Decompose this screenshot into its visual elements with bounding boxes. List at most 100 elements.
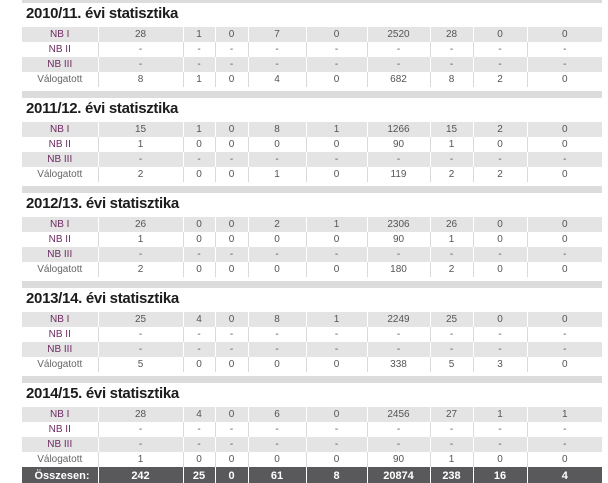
- league-link[interactable]: NB III: [47, 439, 73, 450]
- stat-cell: -: [367, 42, 431, 57]
- stat-cell: -: [215, 342, 249, 357]
- stat-cell: 0: [215, 217, 249, 232]
- league-link[interactable]: NB III: [47, 344, 73, 355]
- stat-cell: 0: [215, 137, 249, 152]
- stat-cell: 2: [473, 122, 528, 137]
- stat-cell: 0: [527, 167, 602, 182]
- stat-cell: 0: [527, 262, 602, 277]
- stat-cell: 26: [430, 217, 474, 232]
- stat-cell: 0: [306, 232, 368, 247]
- stat-cell: 8: [248, 312, 307, 327]
- row-label-cell: NB III: [22, 247, 99, 262]
- total-stat-cell: 25: [183, 467, 216, 483]
- stat-cell: -: [98, 422, 184, 437]
- league-link[interactable]: NB I: [50, 124, 70, 135]
- row-label-cell: Válogatott: [22, 167, 99, 182]
- stat-cell: 1: [430, 232, 474, 247]
- stat-cell: 0: [215, 232, 249, 247]
- league-link[interactable]: NB II: [48, 44, 71, 55]
- league-link[interactable]: NB I: [50, 29, 70, 40]
- stat-cell: -: [473, 42, 528, 57]
- stat-cell: -: [430, 342, 474, 357]
- league-link[interactable]: NB III: [47, 59, 73, 70]
- stat-cell: -: [473, 152, 528, 167]
- stat-cell: -: [367, 152, 431, 167]
- league-link[interactable]: NB I: [50, 409, 70, 420]
- total-stat-cell: 0: [215, 467, 249, 483]
- stat-cell: 2456: [367, 407, 431, 422]
- stat-cell: -: [248, 342, 307, 357]
- stat-cell: 0: [527, 122, 602, 137]
- league-link[interactable]: NB III: [47, 154, 73, 165]
- row-label-cell: Válogatott: [22, 72, 99, 87]
- stat-cell: 0: [527, 27, 602, 42]
- row-label: Válogatott: [37, 74, 83, 85]
- stat-cell: 0: [183, 452, 216, 467]
- row-label-cell: NB II: [22, 42, 99, 57]
- stat-cell: 5: [98, 357, 184, 372]
- league-link[interactable]: NB II: [48, 329, 71, 340]
- table-row: Válogatott 8 1 0 4 0 682 8 2 0: [22, 72, 602, 87]
- stat-cell: -: [527, 247, 602, 262]
- row-label-cell: NB III: [22, 342, 99, 357]
- row-label-cell: Válogatott: [22, 452, 99, 467]
- table-row: NB III - - - - - - - - -: [22, 247, 602, 262]
- row-label-cell: NB I: [22, 312, 99, 327]
- stat-cell: -: [527, 42, 602, 57]
- row-label-cell: NB I: [22, 27, 99, 42]
- table-row: NB III - - - - - - - - -: [22, 437, 602, 452]
- stat-cell: -: [248, 57, 307, 72]
- league-link[interactable]: NB I: [50, 314, 70, 325]
- stat-cell: -: [527, 152, 602, 167]
- stat-cell: -: [98, 327, 184, 342]
- section-title: 2014/15. évi statisztika: [26, 385, 179, 402]
- stat-cell: -: [183, 42, 216, 57]
- stat-cell: 8: [98, 72, 184, 87]
- stat-cell: 1: [306, 312, 368, 327]
- stat-cell: -: [306, 247, 368, 262]
- stat-cell: 1: [98, 137, 184, 152]
- stat-cell: 0: [183, 167, 216, 182]
- season-section: 2012/13. évi statisztika NB I 26 0 0 2 1 2306 26…: [22, 186, 602, 277]
- stat-cell: 0: [183, 262, 216, 277]
- total-stat-cell: 238: [430, 467, 474, 483]
- table-row: NB I 28 4 0 6 0 2456 27 1 1: [22, 407, 602, 422]
- stat-cell: -: [215, 437, 249, 452]
- section-title: 2012/13. évi statisztika: [26, 195, 179, 212]
- row-label-cell: NB I: [22, 217, 99, 232]
- stat-cell: -: [98, 57, 184, 72]
- row-label-cell: NB II: [22, 422, 99, 437]
- stat-cell: 28: [430, 27, 474, 42]
- section-title: 2010/11. évi statisztika: [26, 5, 179, 22]
- section-divider: [22, 0, 602, 3]
- section-title: 2011/12. évi statisztika: [26, 100, 179, 117]
- stat-cell: 0: [306, 357, 368, 372]
- stat-cell: 8: [248, 122, 307, 137]
- stat-cell: -: [248, 247, 307, 262]
- league-link[interactable]: NB II: [48, 424, 71, 435]
- total-stat-cell: 8: [306, 467, 368, 483]
- stat-cell: -: [183, 247, 216, 262]
- row-label: Válogatott: [37, 454, 83, 465]
- stat-cell: 682: [367, 72, 431, 87]
- table-row: NB II - - - - - - - - -: [22, 327, 602, 342]
- stat-cell: -: [306, 327, 368, 342]
- stat-cell: 1: [430, 452, 474, 467]
- stat-cell: -: [473, 57, 528, 72]
- stat-cell: 0: [248, 262, 307, 277]
- league-link[interactable]: NB I: [50, 219, 70, 230]
- table-row: NB I 25 4 0 8 1 2249 25 0 0: [22, 312, 602, 327]
- section-divider: [22, 186, 602, 193]
- stat-cell: -: [248, 437, 307, 452]
- league-link[interactable]: NB II: [48, 139, 71, 150]
- league-link[interactable]: NB III: [47, 249, 73, 260]
- table-row: NB II - - - - - - - - -: [22, 42, 602, 57]
- stat-cell: 1: [306, 217, 368, 232]
- stat-cell: 2520: [367, 27, 431, 42]
- stat-cell: -: [98, 152, 184, 167]
- stat-cell: 0: [473, 232, 528, 247]
- stat-cell: -: [430, 152, 474, 167]
- stat-cell: -: [367, 327, 431, 342]
- league-link[interactable]: NB II: [48, 234, 71, 245]
- stat-cell: -: [183, 342, 216, 357]
